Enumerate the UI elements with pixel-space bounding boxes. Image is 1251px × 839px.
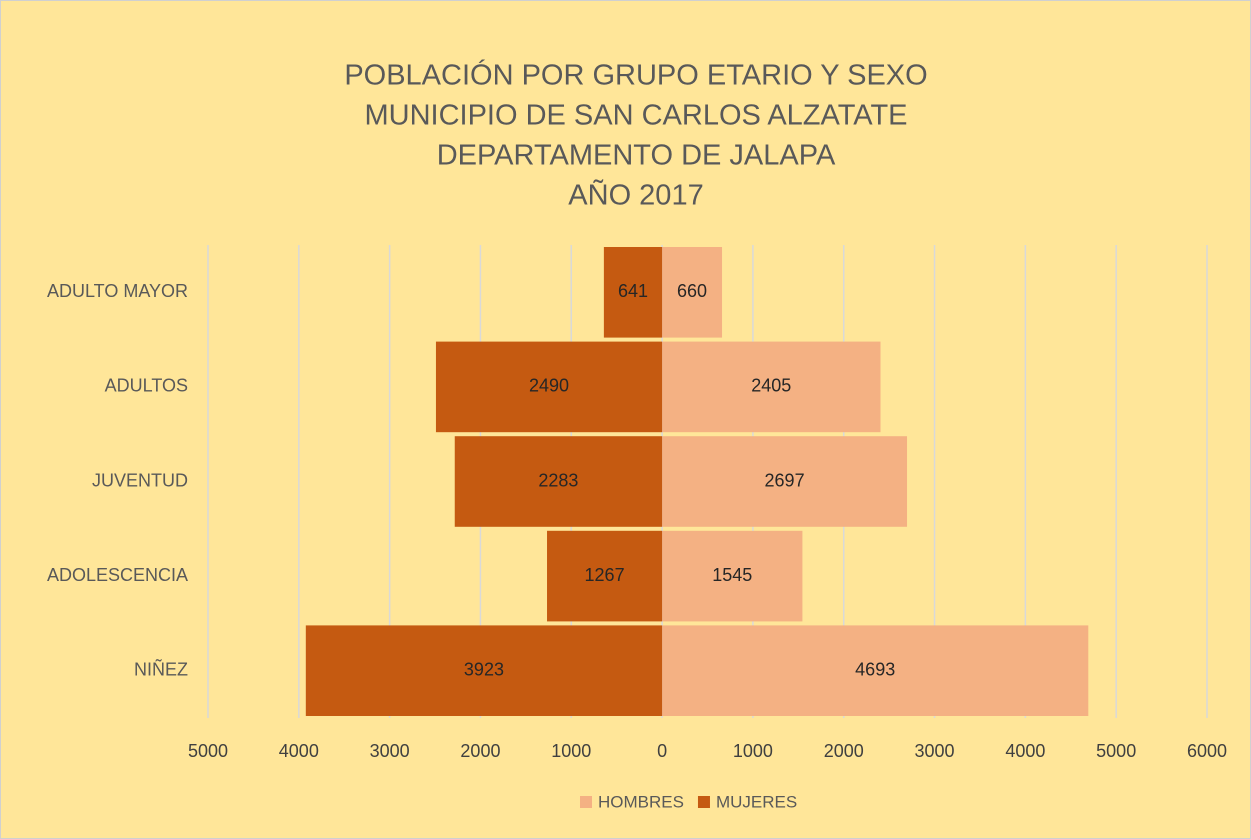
- bar: [603, 247, 663, 338]
- data-label: 4693: [855, 659, 895, 679]
- data-label: 2697: [765, 470, 805, 490]
- bar: [305, 625, 663, 716]
- x-tick-label: 4000: [1005, 741, 1045, 761]
- legend-label: HOMBRES: [598, 792, 684, 811]
- bar: [454, 436, 663, 527]
- chart-title: POBLACIÓN POR GRUPO ETARIO Y SEXO: [344, 59, 927, 92]
- chart-title: AÑO 2017: [568, 178, 703, 212]
- bar: [547, 530, 663, 622]
- bar: [662, 247, 723, 338]
- data-label: 2283: [538, 470, 578, 490]
- x-tick-label: 5000: [188, 741, 228, 761]
- data-label: 1267: [585, 565, 625, 585]
- legend-swatch: [697, 796, 710, 808]
- data-label: 2490: [529, 376, 569, 396]
- x-tick-label: 4000: [279, 741, 319, 761]
- bar: [662, 625, 1089, 716]
- bar: [662, 436, 908, 527]
- legend-swatch: [580, 796, 592, 808]
- x-tick-label: 3000: [370, 741, 410, 761]
- y-tick-label: ADULTOS: [105, 376, 188, 396]
- bar: [435, 341, 663, 433]
- x-tick-label: 1000: [733, 741, 773, 761]
- y-tick-label: ADULTO MAYOR: [47, 281, 188, 301]
- x-tick-label: 1000: [551, 741, 591, 761]
- x-tick-label: 3000: [915, 741, 955, 761]
- x-tick-label: 0: [657, 741, 667, 761]
- data-label: 3923: [464, 659, 504, 679]
- legend-label: MUJERES: [716, 792, 797, 811]
- data-label: 2405: [751, 376, 791, 396]
- y-tick-label: JUVENTUD: [92, 470, 188, 490]
- y-tick-label: ADOLESCENCIA: [47, 565, 188, 585]
- data-label: 641: [618, 281, 648, 301]
- x-tick-label: 2000: [460, 741, 500, 761]
- y-tick-label: NIÑEZ: [134, 658, 188, 679]
- bar: [662, 530, 803, 622]
- chart-title: MUNICIPIO DE SAN CARLOS ALZATATE: [364, 100, 907, 132]
- data-label: 660: [677, 281, 707, 301]
- data-label: 1545: [712, 565, 752, 585]
- x-tick-label: 6000: [1187, 741, 1227, 761]
- x-tick-label: 2000: [824, 741, 864, 761]
- x-tick-label: 5000: [1096, 741, 1136, 761]
- bar: [662, 341, 881, 433]
- chart-title: DEPARTAMENTO DE JALAPA: [437, 140, 836, 172]
